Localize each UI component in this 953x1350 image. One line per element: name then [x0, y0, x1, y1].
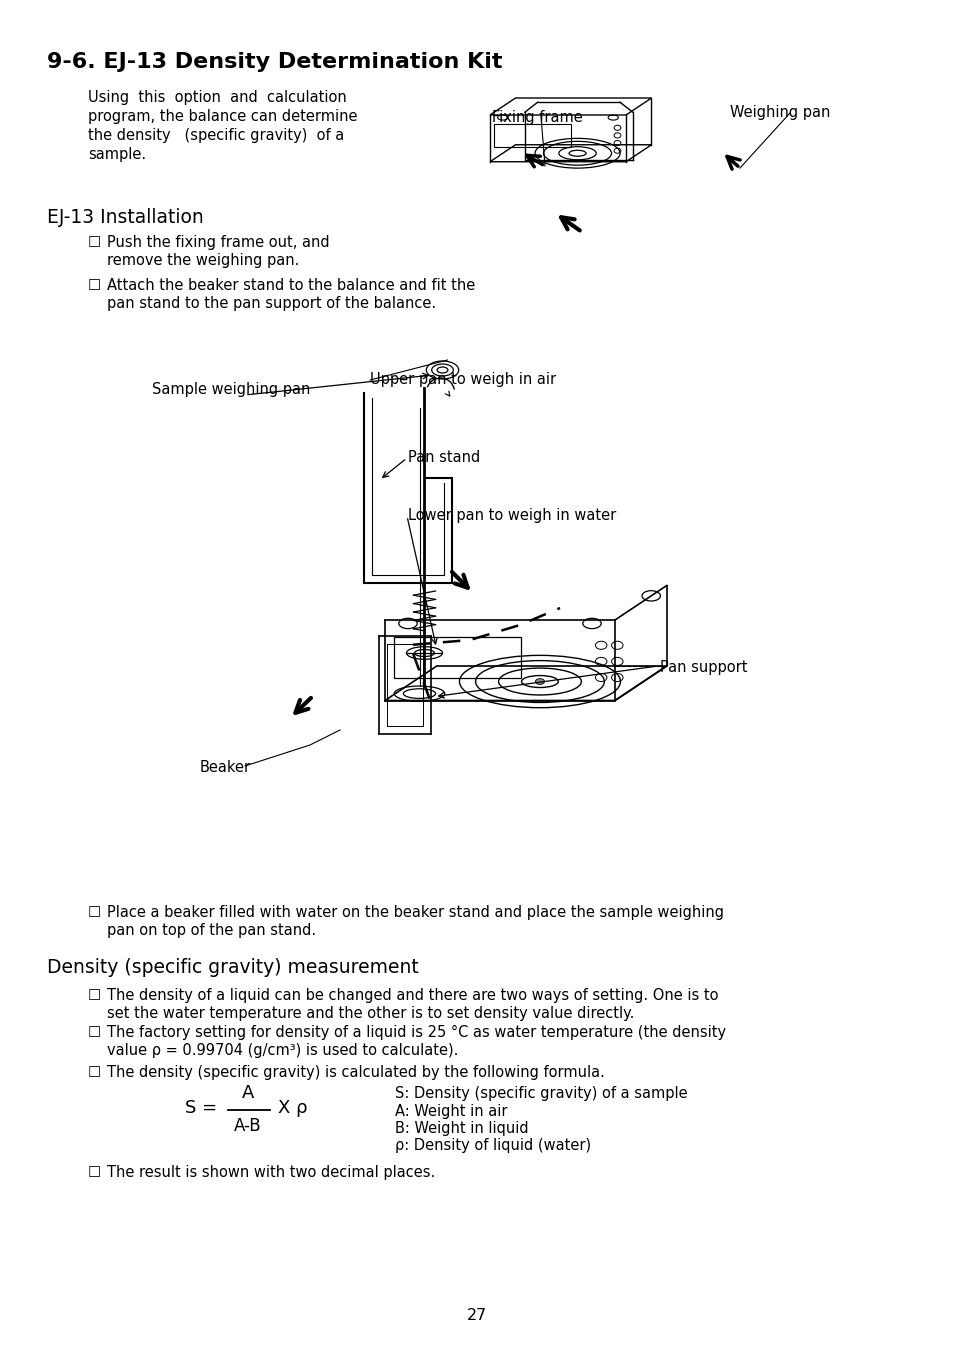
Text: The density (specific gravity) is calculated by the following formula.: The density (specific gravity) is calcul…	[107, 1065, 604, 1080]
Text: Place a beaker filled with water on the beaker stand and place the sample weighi: Place a beaker filled with water on the …	[107, 904, 723, 919]
Text: ☐: ☐	[88, 1165, 101, 1180]
Text: X ρ: X ρ	[277, 1099, 307, 1116]
Text: 27: 27	[466, 1308, 487, 1323]
Text: Using  this  option  and  calculation: Using this option and calculation	[88, 90, 346, 105]
Text: ☐: ☐	[88, 278, 101, 293]
Text: the density   (specific gravity)  of a: the density (specific gravity) of a	[88, 128, 344, 143]
Text: ☐: ☐	[88, 1025, 101, 1040]
Bar	[494, 123, 570, 147]
Text: Upper pan to weigh in air: Upper pan to weigh in air	[370, 373, 556, 387]
Text: S: Density (specific gravity) of a sample: S: Density (specific gravity) of a sampl…	[395, 1085, 687, 1102]
Text: Sample weighing pan: Sample weighing pan	[152, 382, 310, 397]
Text: pan stand to the pan support of the balance.: pan stand to the pan support of the bala…	[107, 296, 436, 310]
Text: pan on top of the pan stand.: pan on top of the pan stand.	[107, 923, 315, 938]
Text: Beaker: Beaker	[200, 760, 251, 775]
Text: set the water temperature and the other is to set density value directly.: set the water temperature and the other …	[107, 1006, 634, 1021]
Text: A: Weight in air: A: Weight in air	[395, 1104, 507, 1119]
Text: Weighing pan: Weighing pan	[729, 105, 829, 120]
Text: S =: S =	[185, 1099, 223, 1116]
Text: ☐: ☐	[88, 988, 101, 1003]
Text: Density (specific gravity) measurement: Density (specific gravity) measurement	[47, 958, 418, 977]
Text: remove the weighing pan.: remove the weighing pan.	[107, 252, 299, 269]
Text: The density of a liquid can be changed and there are two ways of setting. One is: The density of a liquid can be changed a…	[107, 988, 718, 1003]
Text: A: A	[241, 1084, 253, 1102]
Text: 9-6. EJ-13 Density Determination Kit: 9-6. EJ-13 Density Determination Kit	[47, 53, 502, 72]
Text: Fixing frame: Fixing frame	[492, 109, 582, 126]
Text: ☐: ☐	[88, 904, 101, 919]
Text: Lower pan to weigh in water: Lower pan to weigh in water	[408, 508, 616, 522]
Text: ρ: Density of liquid (water): ρ: Density of liquid (water)	[395, 1138, 591, 1153]
Text: EJ-13 Installation: EJ-13 Installation	[47, 208, 204, 227]
Text: ☐: ☐	[88, 235, 101, 250]
Text: sample.: sample.	[88, 147, 146, 162]
Bar	[394, 637, 520, 678]
Ellipse shape	[535, 679, 544, 684]
Text: B: Weight in liquid: B: Weight in liquid	[395, 1120, 528, 1135]
Text: The factory setting for density of a liquid is 25 °C as water temperature (the d: The factory setting for density of a liq…	[107, 1025, 725, 1040]
Text: Push the fixing frame out, and: Push the fixing frame out, and	[107, 235, 330, 250]
Text: value ρ = 0.99704 (g/cm³) is used to calculate).: value ρ = 0.99704 (g/cm³) is used to cal…	[107, 1044, 457, 1058]
Text: Pan stand: Pan stand	[408, 450, 479, 464]
Text: Pan support: Pan support	[659, 660, 747, 675]
Text: A-B: A-B	[233, 1116, 261, 1135]
Text: ☐: ☐	[88, 1065, 101, 1080]
Text: program, the balance can determine: program, the balance can determine	[88, 109, 357, 124]
Text: The result is shown with two decimal places.: The result is shown with two decimal pla…	[107, 1165, 435, 1180]
Text: Attach the beaker stand to the balance and fit the: Attach the beaker stand to the balance a…	[107, 278, 475, 293]
